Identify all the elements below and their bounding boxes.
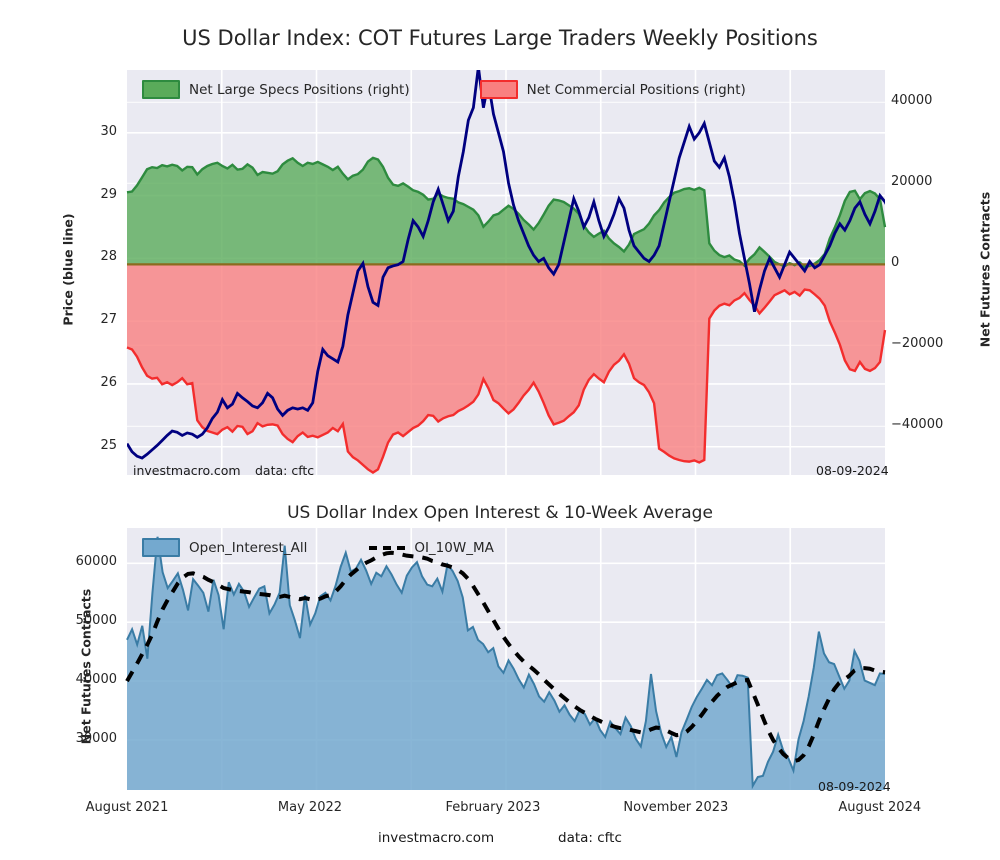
chart-1-ytick-right-20000: 20000 <box>891 174 933 190</box>
chart-1-ylabel-right: Net Futures Contracts <box>977 191 993 348</box>
red-area-swatch-icon <box>479 80 518 99</box>
chart-2-legend: Open_Interest_All OI_10W_MA <box>142 538 494 557</box>
chart-2-ytick-40000: 40000 <box>75 672 117 688</box>
chart-1-title: US Dollar Index: COT Futures Large Trade… <box>182 26 818 50</box>
chart-1-ytick-right--40000: −40000 <box>891 417 944 433</box>
legend-label-net-large-specs: Net Large Specs Positions (right) <box>189 81 410 98</box>
legend-item-net-commercial[interactable]: Net Commercial Positions (right) <box>479 80 746 99</box>
legend-item-oi-ma[interactable]: OI_10W_MA <box>369 540 494 556</box>
chart-1-ytick-right-40000: 40000 <box>891 93 933 109</box>
x-tick-4: August 2024 <box>838 800 922 815</box>
chart-1-ytick-29: 29 <box>100 186 117 202</box>
chart-1-source: data: cftc <box>255 463 315 478</box>
chart-1-ytick-26: 26 <box>100 374 117 390</box>
chart-1-ytick-27: 27 <box>100 312 117 328</box>
chart-1-date-stamp: 08-09-2024 <box>816 463 889 478</box>
chart-1-legend: Net Large Specs Positions (right) Net Co… <box>142 80 746 99</box>
chart-1-ytick-25: 25 <box>100 437 117 453</box>
chart-1-watermark: investmacro.com <box>133 463 241 478</box>
legend-label-oi-ma: OI_10W_MA <box>414 539 494 556</box>
x-tick-0: August 2021 <box>85 800 169 815</box>
chart-2-date-stamp: 08-09-2024 <box>818 779 891 794</box>
chart-2-ytick-50000: 50000 <box>75 613 117 629</box>
chart-2-title: US Dollar Index Open Interest & 10-Week … <box>287 503 713 523</box>
green-area-swatch-icon <box>142 80 180 99</box>
x-tick-3: November 2023 <box>623 800 729 815</box>
legend-label-net-commercial: Net Commercial Positions (right) <box>526 81 746 98</box>
chart-1-plot-area <box>127 70 885 475</box>
dashed-line-swatch-icon <box>369 545 406 550</box>
figure-footer-source: data: cftc <box>558 830 622 846</box>
chart-1-ytick-right-0: 0 <box>891 255 900 271</box>
chart-2-plot-area <box>127 528 885 790</box>
chart-1-ytick-right--20000: −20000 <box>891 336 944 352</box>
x-tick-2: February 2023 <box>445 800 541 815</box>
x-tick-1: May 2022 <box>277 800 343 815</box>
chart-2-ytick-60000: 60000 <box>75 554 117 570</box>
legend-item-open-interest[interactable]: Open_Interest_All <box>142 538 307 557</box>
chart-1-ytick-28: 28 <box>100 249 117 265</box>
figure-footer-watermark: investmacro.com <box>378 830 495 846</box>
chart-1-ytick-30: 30 <box>100 123 117 139</box>
legend-item-net-large-specs[interactable]: Net Large Specs Positions (right) <box>142 80 410 99</box>
legend-label-open-interest: Open_Interest_All <box>189 539 308 556</box>
chart-2-ytick-30000: 30000 <box>75 730 117 746</box>
blue-area-swatch-icon <box>142 538 180 557</box>
